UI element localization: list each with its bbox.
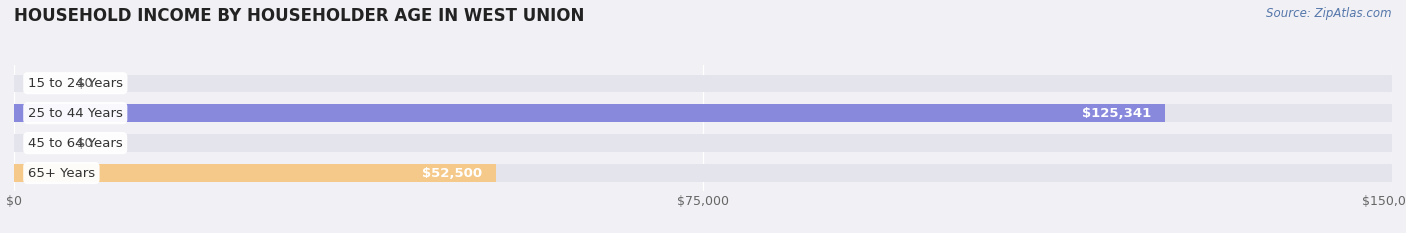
Text: 45 to 64 Years: 45 to 64 Years xyxy=(28,137,122,150)
Bar xyxy=(14,104,1392,122)
Text: $125,341: $125,341 xyxy=(1083,107,1152,120)
Text: HOUSEHOLD INCOME BY HOUSEHOLDER AGE IN WEST UNION: HOUSEHOLD INCOME BY HOUSEHOLDER AGE IN W… xyxy=(14,7,585,25)
Bar xyxy=(14,164,1392,182)
Text: $0: $0 xyxy=(76,77,93,90)
Text: 15 to 24 Years: 15 to 24 Years xyxy=(28,77,122,90)
Text: $52,500: $52,500 xyxy=(422,167,482,180)
Bar xyxy=(14,75,1392,92)
Bar xyxy=(14,104,1166,122)
Text: 65+ Years: 65+ Years xyxy=(28,167,96,180)
Text: Source: ZipAtlas.com: Source: ZipAtlas.com xyxy=(1267,7,1392,20)
Text: 25 to 44 Years: 25 to 44 Years xyxy=(28,107,122,120)
Bar xyxy=(14,134,1392,152)
Text: $0: $0 xyxy=(76,137,93,150)
Bar xyxy=(14,164,496,182)
